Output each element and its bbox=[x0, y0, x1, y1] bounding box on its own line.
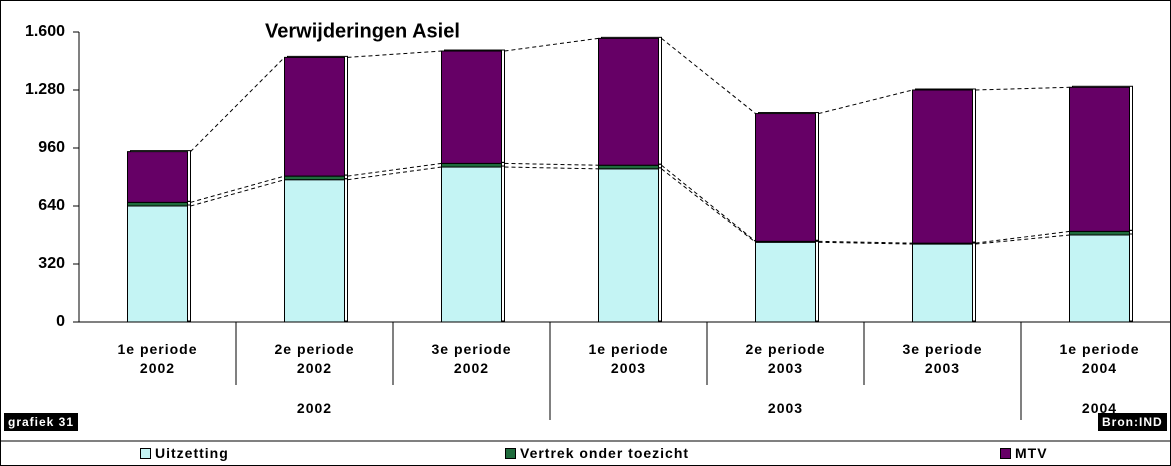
connector-line bbox=[818, 240, 913, 244]
bar-segment bbox=[284, 175, 345, 181]
y-tick-label: 960 bbox=[38, 139, 65, 156]
bar-segment bbox=[127, 151, 188, 203]
bar-segment bbox=[441, 50, 502, 164]
connector-line bbox=[504, 37, 599, 52]
connector-line bbox=[975, 86, 1070, 91]
x-tick-label: 1e periode 2003 bbox=[588, 341, 669, 376]
connector-line bbox=[818, 89, 913, 115]
connector-line bbox=[347, 166, 442, 181]
y-tick-label: 640 bbox=[38, 197, 65, 214]
group-label: 2003 bbox=[767, 400, 804, 416]
legend-item: Vertrek onder toezicht bbox=[505, 445, 689, 461]
x-tick-label: 1e periode 2004 bbox=[1059, 341, 1140, 376]
x-tick-label: 3e periode 2002 bbox=[431, 341, 512, 376]
bar-segment bbox=[598, 37, 659, 166]
chart-title: Verwijderingen Asiel bbox=[265, 20, 460, 42]
y-tick-label: 320 bbox=[38, 255, 65, 272]
y-tick-label: 1.600 bbox=[25, 23, 65, 40]
legend-swatch bbox=[140, 447, 151, 459]
group-label: 2004 bbox=[1081, 400, 1118, 416]
connector-line bbox=[504, 166, 599, 170]
connector-line bbox=[190, 175, 285, 203]
y-tick-label: 1.280 bbox=[25, 81, 65, 98]
legend-swatch bbox=[505, 447, 516, 459]
connector-line bbox=[504, 162, 599, 166]
connector-line bbox=[975, 234, 1070, 245]
chart-label: grafiek 31 bbox=[4, 413, 79, 431]
connector-line bbox=[661, 168, 756, 243]
bar-segment bbox=[598, 168, 659, 323]
connector-line bbox=[661, 164, 756, 242]
legend-label: Vertrek onder toezicht bbox=[520, 445, 690, 461]
bar-segment bbox=[1069, 86, 1130, 232]
connector-line bbox=[190, 179, 285, 207]
bar-segment bbox=[912, 89, 973, 244]
connector-line bbox=[818, 241, 913, 245]
bar-segment bbox=[912, 243, 973, 323]
legend-item: MTV bbox=[1000, 445, 1048, 461]
y-tick-label: 0 bbox=[56, 313, 65, 330]
legend-label: MTV bbox=[1015, 445, 1048, 461]
connector-line bbox=[347, 50, 442, 58]
bar-segment bbox=[441, 162, 502, 168]
bar-segment bbox=[127, 201, 188, 207]
legend-swatch bbox=[1000, 447, 1011, 459]
x-tick-label: 2e periode 2003 bbox=[745, 341, 826, 376]
bar-segment bbox=[127, 205, 188, 323]
x-tick-label: 1e periode 2002 bbox=[117, 341, 198, 376]
bar-segment bbox=[1069, 234, 1130, 323]
bar-segment bbox=[441, 166, 502, 323]
bar-segment bbox=[284, 179, 345, 323]
group-label: 2002 bbox=[296, 400, 333, 416]
legend-label: Uitzetting bbox=[155, 445, 229, 461]
x-tick-label: 2e periode 2002 bbox=[274, 341, 355, 376]
bar-segment bbox=[1069, 230, 1130, 236]
bar-segment bbox=[755, 113, 816, 242]
connector-line bbox=[661, 37, 756, 114]
x-tick-label: 3e periode 2003 bbox=[902, 341, 983, 376]
connector-line bbox=[190, 57, 285, 152]
source: Bron:IND bbox=[1098, 413, 1167, 431]
connector-line bbox=[975, 230, 1070, 244]
bar-segment bbox=[755, 241, 816, 323]
connector-line bbox=[347, 162, 442, 177]
legend-item: Uitzetting bbox=[140, 445, 229, 461]
bar-segment bbox=[284, 56, 345, 177]
bar-segment bbox=[598, 164, 659, 170]
